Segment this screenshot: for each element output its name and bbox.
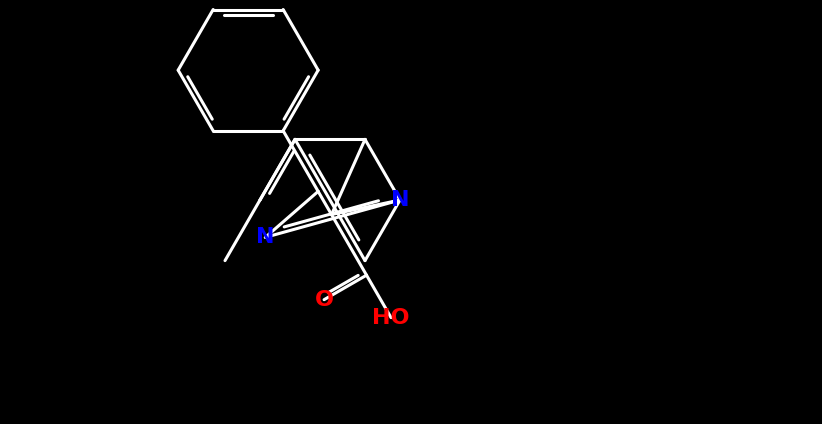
- Text: N: N: [256, 227, 275, 247]
- Text: HO: HO: [372, 307, 410, 328]
- Text: O: O: [315, 290, 334, 310]
- Text: N: N: [390, 190, 409, 210]
